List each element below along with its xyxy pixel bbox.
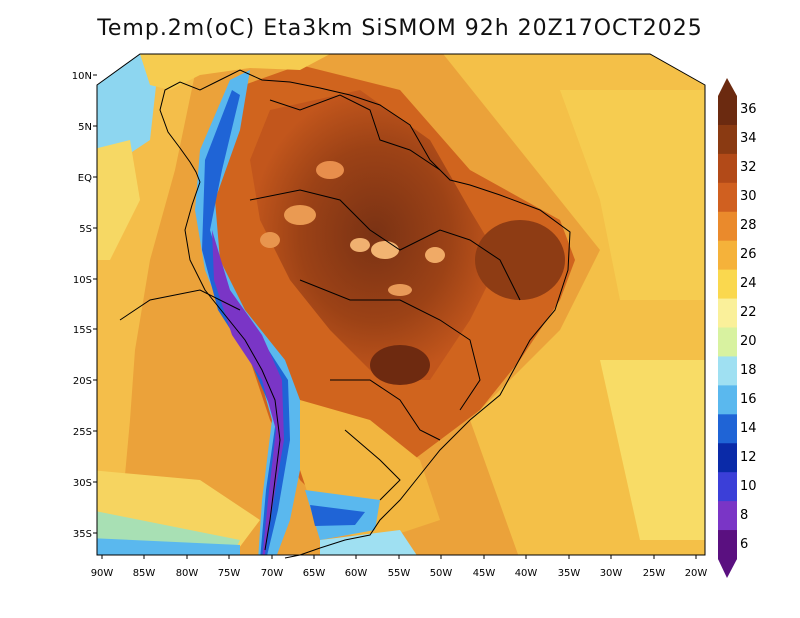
colorbar-label: 32 [740, 160, 757, 175]
lon-label: 45W [473, 568, 496, 579]
colorbar-label: 30 [740, 189, 757, 204]
lon-label: 40W [515, 568, 538, 579]
lon-label: 25W [643, 568, 666, 579]
lon-label: 35W [558, 568, 581, 579]
longitude-axis: 90W 85W 80W 75W 70W 65W 60W 55W 50W 45W … [91, 555, 708, 579]
lat-label: 15S [73, 325, 92, 336]
colorbar-label: 34 [740, 131, 757, 146]
colorbar-label: 16 [740, 392, 757, 407]
lon-label: 80W [176, 568, 199, 579]
lon-label: 20W [685, 568, 708, 579]
colorbar-label: 26 [740, 247, 757, 262]
latitude-axis: 10N 5N EQ 5S 10S 15S 20S 25S 30S 35S [72, 71, 97, 540]
colorbar-swatch [718, 501, 737, 531]
colorbar-swatch [718, 530, 737, 560]
lon-label: 50W [430, 568, 453, 579]
colorbar-label: 8 [740, 508, 748, 523]
colorbar-swatch [718, 96, 737, 126]
lon-label: 90W [91, 568, 114, 579]
lon-label: 85W [133, 568, 156, 579]
colorbar-swatch [718, 240, 737, 271]
coastlines [119, 69, 571, 559]
colorbar-label: 22 [740, 305, 757, 320]
colorbar-swatch [718, 443, 737, 473]
colorbar-swatch [718, 327, 737, 357]
colorbar-label: 18 [740, 363, 757, 378]
colorbar-swatch [718, 298, 737, 328]
colorbar-swatch [718, 211, 737, 242]
colorbar: 36 34 32 30 28 26 24 22 20 18 16 14 12 1… [718, 78, 757, 578]
lat-label: 5S [79, 224, 92, 235]
lat-label: 10S [73, 275, 92, 286]
colorbar-label: 14 [740, 421, 757, 436]
lat-label: 5N [78, 122, 92, 133]
colorbar-swatch [718, 153, 737, 184]
lon-label: 70W [261, 568, 284, 579]
map-frame [96, 53, 706, 556]
lon-label: 65W [303, 568, 326, 579]
colorbar-label: 20 [740, 334, 757, 349]
lon-label: 55W [388, 568, 411, 579]
colorbar-top-arrow [718, 78, 737, 96]
lat-label: 30S [73, 478, 92, 489]
colorbar-swatch [718, 182, 737, 213]
colorbar-swatch [718, 269, 737, 300]
temperature-field [97, 54, 705, 555]
colorbar-swatch [718, 414, 737, 444]
map-title: Temp.2m(oC) Eta3km SiSMOM 92h 20Z17OCT20… [97, 16, 703, 41]
colorbar-label: 28 [740, 218, 757, 233]
colorbar-swatch [718, 356, 737, 386]
colorbar-swatches [718, 96, 737, 560]
colorbar-swatch [718, 472, 737, 502]
lat-label: EQ [78, 173, 92, 184]
lat-label: 35S [73, 529, 92, 540]
colorbar-swatch [718, 124, 737, 155]
colorbar-label: 24 [740, 276, 757, 291]
colorbar-bottom-arrow [718, 559, 737, 578]
lat-label: 25S [73, 427, 92, 438]
colorbar-labels: 36 34 32 30 28 26 24 22 20 18 16 14 12 1… [740, 102, 757, 552]
colorbar-label: 10 [740, 479, 757, 494]
colorbar-label: 6 [740, 537, 748, 552]
colorbar-label: 36 [740, 102, 757, 117]
lon-label: 30W [600, 568, 623, 579]
colorbar-label: 12 [740, 450, 757, 465]
colorbar-swatch [718, 385, 737, 415]
lon-label: 75W [218, 568, 241, 579]
lat-label: 20S [73, 376, 92, 387]
lon-label: 60W [345, 568, 368, 579]
lat-label: 10N [72, 71, 92, 82]
